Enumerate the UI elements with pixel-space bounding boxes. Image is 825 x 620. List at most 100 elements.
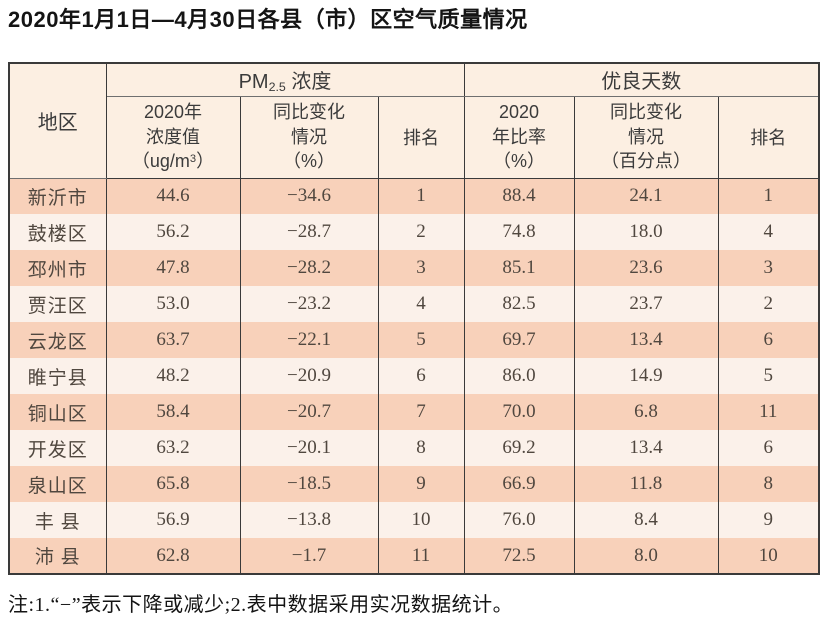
table-row: 沛 县 62.8 −1.7 11 72.5 8.0 10 (8, 538, 820, 574)
col-group-pm25: PM2.5 浓度 (105, 63, 465, 97)
cell-good-rank: 6 (717, 430, 820, 466)
table-row: 新沂市 44.6 −34.6 1 88.4 24.1 1 (8, 178, 820, 214)
header-sub-row: 2020年 浓度值 （ug/m3） 同比变化 情况 （%） 排名 2020 年比… (9, 96, 820, 179)
table-row: 铜山区 58.4 −20.7 7 70.0 6.8 11 (8, 394, 820, 430)
air-quality-table: 地区 PM2.5 浓度 优良天数 2020年 浓度值 （ug/m3） 同比变化 … (8, 62, 821, 575)
cell-pm-rank: 8 (377, 430, 465, 466)
cell-region: 开发区 (8, 430, 107, 466)
cell-good-ratio: 82.5 (463, 286, 575, 322)
pm-value-unit: （ug/m3） (131, 151, 215, 172)
table-row: 邳州市 47.8 −28.2 3 85.1 23.6 3 (8, 250, 820, 286)
cell-good-ratio: 85.1 (463, 250, 575, 286)
cell-pm-rank: 1 (377, 178, 465, 214)
cell-good-change: 13.4 (573, 430, 719, 466)
table-row: 泉山区 65.8 −18.5 9 66.9 11.8 8 (8, 466, 820, 502)
cell-good-change: 23.6 (573, 250, 719, 286)
cell-good-ratio: 72.5 (463, 538, 575, 574)
cell-pm-value: 63.7 (105, 322, 241, 358)
pm-value-line2: 浓度值 (146, 126, 200, 147)
cell-pm-change: −28.2 (239, 250, 379, 286)
cell-pm-change: −22.1 (239, 322, 379, 358)
cell-good-change: 24.1 (573, 178, 719, 214)
cell-good-rank: 8 (717, 466, 820, 502)
unit-superscript: 3 (189, 153, 197, 166)
cell-pm-value: 63.2 (105, 430, 241, 466)
cell-good-change: 23.7 (573, 286, 719, 322)
cell-pm-value: 44.6 (105, 178, 241, 214)
cell-pm-rank: 6 (377, 358, 465, 394)
pm25-subscript: 2.5 (268, 80, 286, 95)
table-row: 鼓楼区 56.2 −28.7 2 74.8 18.0 4 (8, 214, 820, 250)
pm-change-line3: （%） (282, 151, 335, 172)
cell-pm-change: −34.6 (239, 178, 379, 214)
cell-good-rank: 3 (717, 250, 820, 286)
col-header-pm-change: 同比变化 情况 （%） (239, 96, 379, 179)
cell-good-rank: 5 (717, 358, 820, 394)
cell-pm-value: 48.2 (105, 358, 241, 394)
table-row: 贾汪区 53.0 −23.2 4 82.5 23.7 2 (8, 286, 820, 322)
good-change-line2: 情况 (628, 126, 664, 147)
cell-pm-value: 65.8 (105, 466, 241, 502)
col-header-pm-rank: 排名 (377, 96, 465, 179)
cell-good-change: 14.9 (573, 358, 719, 394)
cell-pm-change: −20.9 (239, 358, 379, 394)
cell-pm-value: 62.8 (105, 538, 241, 574)
cell-region: 沛 县 (8, 538, 107, 574)
col-header-pm-value: 2020年 浓度值 （ug/m3） (105, 96, 241, 179)
cell-pm-rank: 9 (377, 466, 465, 502)
cell-pm-change: −18.5 (239, 466, 379, 502)
cell-region: 云龙区 (8, 322, 107, 358)
cell-good-ratio: 69.2 (463, 430, 575, 466)
table-header: 地区 PM2.5 浓度 优良天数 2020年 浓度值 （ug/m3） 同比变化 … (8, 63, 820, 179)
table-row: 丰 县 56.9 −13.8 10 76.0 8.4 9 (8, 502, 820, 538)
cell-good-change: 8.4 (573, 502, 719, 538)
good-ratio-line2: 年比率 (492, 126, 546, 147)
table-row: 睢宁县 48.2 −20.9 6 86.0 14.9 5 (8, 358, 820, 394)
cell-good-change: 11.8 (573, 466, 719, 502)
cell-region: 新沂市 (8, 178, 107, 214)
table-body: 新沂市 44.6 −34.6 1 88.4 24.1 1 鼓楼区 56.2 −2… (8, 178, 820, 574)
cell-pm-rank: 7 (377, 394, 465, 430)
cell-good-ratio: 70.0 (463, 394, 575, 430)
cell-pm-change: −28.7 (239, 214, 379, 250)
good-ratio-line3: （%） (492, 151, 545, 172)
good-ratio-line1: 2020 (498, 101, 540, 122)
cell-good-change: 6.8 (573, 394, 719, 430)
cell-good-change: 8.0 (573, 538, 719, 574)
cell-pm-rank: 4 (377, 286, 465, 322)
cell-good-rank: 6 (717, 322, 820, 358)
col-header-good-rank: 排名 (717, 96, 820, 179)
col-header-good-ratio: 2020 年比率 （%） (463, 96, 575, 179)
cell-pm-rank: 3 (377, 250, 465, 286)
col-group-good-days: 优良天数 (463, 63, 820, 97)
cell-good-rank: 1 (717, 178, 820, 214)
cell-pm-change: −13.8 (239, 502, 379, 538)
cell-pm-value: 47.8 (105, 250, 241, 286)
cell-pm-value: 56.2 (105, 214, 241, 250)
cell-pm-change: −23.2 (239, 286, 379, 322)
cell-good-change: 18.0 (573, 214, 719, 250)
col-header-region: 地区 (8, 63, 107, 179)
cell-good-rank: 9 (717, 502, 820, 538)
table-row: 开发区 63.2 −20.1 8 69.2 13.4 6 (8, 430, 820, 466)
cell-good-ratio: 76.0 (463, 502, 575, 538)
cell-pm-change: −1.7 (239, 538, 379, 574)
cell-pm-rank: 10 (377, 502, 465, 538)
cell-region: 丰 县 (8, 502, 107, 538)
cell-pm-value: 58.4 (105, 394, 241, 430)
cell-region: 睢宁县 (8, 358, 107, 394)
cell-good-change: 13.4 (573, 322, 719, 358)
cell-region: 泉山区 (8, 466, 107, 502)
pm-value-line1: 2020年 (143, 101, 203, 122)
cell-region: 贾汪区 (8, 286, 107, 322)
cell-good-ratio: 86.0 (463, 358, 575, 394)
cell-pm-rank: 11 (377, 538, 465, 574)
cell-good-rank: 11 (717, 394, 820, 430)
cell-region: 铜山区 (8, 394, 107, 430)
pm25-prefix: PM (238, 71, 269, 94)
good-change-line3: （百分点） (601, 151, 691, 172)
cell-region: 鼓楼区 (8, 214, 107, 250)
header-group-row: 地区 PM2.5 浓度 优良天数 (8, 63, 820, 179)
cell-pm-change: −20.7 (239, 394, 379, 430)
cell-good-rank: 10 (717, 538, 820, 574)
